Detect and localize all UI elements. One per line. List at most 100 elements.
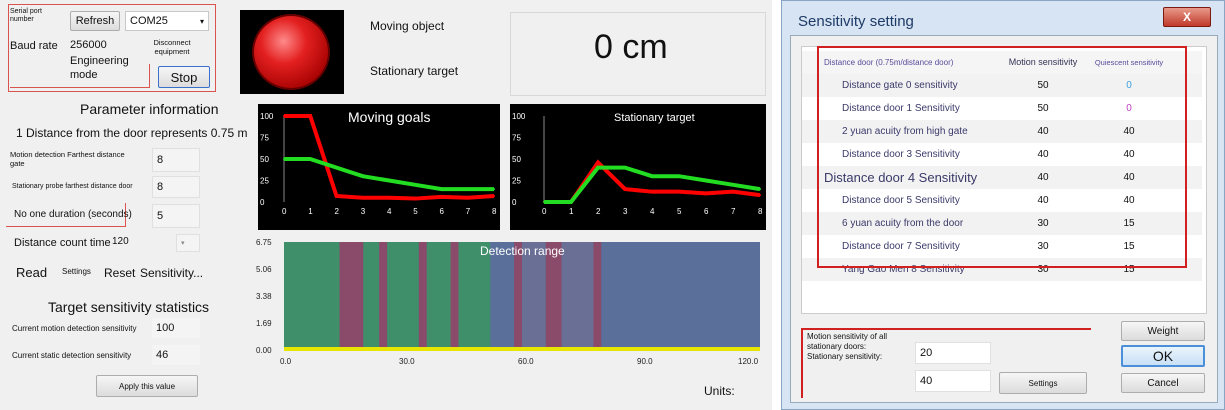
motion-sensitivity-cell[interactable]: 50: [1037, 102, 1049, 114]
quiescent-sensitivity-cell[interactable]: 15: [1123, 240, 1135, 252]
disconnect-button[interactable]: Disconnect equipment: [153, 38, 191, 56]
data-point: [309, 158, 312, 160]
table-row[interactable]: Distance door 4 Sensitivity 40 40: [802, 166, 1202, 189]
engineering-mode-outline: [10, 64, 150, 88]
detection-band: [426, 242, 451, 350]
dialog-settings-button[interactable]: Settings: [999, 372, 1087, 394]
data-point: [759, 188, 761, 191]
settings-button[interactable]: Settings: [62, 267, 91, 276]
data-point: [705, 192, 707, 195]
row-name: Distance gate 0 sensitivity: [842, 79, 958, 91]
x-tick-label: 7: [731, 207, 736, 216]
detection-band: [522, 242, 546, 350]
motion-sensitivity-cell[interactable]: 30: [1037, 240, 1049, 252]
apply-button[interactable]: Apply this value: [96, 375, 198, 397]
motion-sensitivity-cell[interactable]: 50: [1037, 79, 1049, 91]
sensitivity-button[interactable]: Sensitivity...: [140, 266, 204, 280]
ok-button[interactable]: OK: [1121, 345, 1205, 367]
table-row[interactable]: Distance door 1 Sensitivity 50 0: [802, 97, 1202, 120]
data-point: [335, 166, 338, 169]
table-row[interactable]: 6 yuan acuity from the door 30 15: [802, 212, 1202, 235]
motion-far-input[interactable]: 8: [152, 148, 200, 172]
quiescent-sensitivity-cell[interactable]: 40: [1123, 125, 1135, 137]
read-button[interactable]: Read: [16, 265, 48, 280]
table-row[interactable]: 2 yuan acuity from high gate 40 40: [802, 120, 1202, 143]
data-point: [705, 179, 707, 182]
x-tick-label: 0.0: [280, 357, 292, 366]
stop-button[interactable]: Stop: [158, 66, 210, 88]
data-point: [440, 188, 443, 191]
table-row[interactable]: Distance door 7 Sensitivity 30 15: [802, 235, 1202, 258]
quiescent-sensitivity-cell[interactable]: 0: [1126, 79, 1132, 91]
stats-title: Target sensitivity statistics: [48, 299, 210, 315]
baud-label: Baud rate: [10, 40, 58, 52]
data-point: [732, 190, 734, 193]
table-row[interactable]: Distance door 3 Sensitivity 40 40: [802, 143, 1202, 166]
quiescent-sensitivity-cell[interactable]: 40: [1123, 171, 1135, 183]
moving-goals-chart: Moving goals 0 25 50 75 100 0 1 2 3 4 5 6 7 8: [258, 104, 500, 230]
data-point: [678, 175, 680, 178]
no-one-outline: [6, 203, 126, 227]
x-tick-label: 1: [308, 207, 313, 216]
port-select[interactable]: COM25 ▾: [125, 11, 209, 31]
x-tick-label: 2: [335, 207, 340, 216]
motion-sensitivity-cell[interactable]: 40: [1037, 148, 1049, 160]
detection-band: [387, 242, 419, 350]
all-motion-input[interactable]: 20: [915, 342, 991, 364]
data-point: [651, 175, 653, 178]
data-point: [493, 194, 495, 197]
data-point: [361, 175, 364, 178]
motion-sensitivity-cell[interactable]: 40: [1037, 194, 1049, 206]
y-tick-label: 6.75: [256, 238, 272, 247]
dialog-title: Sensitivity setting: [798, 13, 914, 30]
distance-note: 1 Distance from the door represents 0.75…: [16, 126, 248, 140]
data-point: [283, 115, 285, 117]
row-name: Yang Gao Men 8 Sensitivity: [842, 263, 965, 275]
motion-sensitivity-cell[interactable]: 30: [1037, 217, 1049, 229]
quiescent-sensitivity-cell[interactable]: 40: [1123, 194, 1135, 206]
motion-sensitivity-cell[interactable]: 40: [1037, 125, 1049, 137]
motion-sensitivity-cell[interactable]: 30: [1037, 263, 1049, 275]
quiescent-sensitivity-cell[interactable]: 40: [1123, 148, 1135, 160]
table-highlight: [817, 46, 1187, 268]
col-header-quiescent: Quiescent sensitivity: [1094, 57, 1164, 67]
cancel-button[interactable]: Cancel: [1121, 373, 1205, 393]
reset-button[interactable]: Reset: [104, 266, 136, 280]
detection-band: [418, 242, 427, 350]
data-point: [543, 201, 545, 203]
table-row[interactable]: Distance door 5 Sensitivity 40 40: [802, 189, 1202, 212]
serial-port-label: Serial port number: [10, 8, 42, 23]
chevron-down-icon: ▾: [181, 240, 185, 247]
baud-value[interactable]: 256000: [70, 39, 107, 51]
row-name: Distance door 4 Sensitivity: [824, 169, 978, 185]
all-doors-highlight: [801, 328, 1091, 398]
data-point: [440, 195, 443, 198]
row-name: Distance door 1 Sensitivity: [842, 102, 960, 114]
quiescent-sensitivity-cell[interactable]: 0: [1126, 102, 1132, 114]
col-header-motion: Motion sensitivity: [1008, 57, 1078, 68]
x-tick-label: 3: [623, 207, 628, 216]
quiescent-sensitivity-cell[interactable]: 15: [1123, 217, 1135, 229]
quiescent-sensitivity-cell[interactable]: 15: [1123, 263, 1135, 275]
distance-count-select[interactable]: ▾: [176, 234, 200, 252]
static-sens-label: Current static detection sensitivity: [12, 351, 132, 360]
data-point: [466, 196, 469, 199]
x-tick-label: 8: [758, 207, 763, 216]
chart-title: Stationary target: [614, 112, 695, 124]
refresh-button[interactable]: Refresh: [70, 11, 120, 31]
status-light: [252, 14, 330, 90]
detection-band: [593, 242, 602, 350]
motion-sensitivity-cell[interactable]: 40: [1037, 171, 1049, 183]
weight-button[interactable]: Weight: [1121, 321, 1205, 341]
all-static-input[interactable]: 40: [915, 370, 991, 392]
distance-count-value[interactable]: 120: [112, 236, 129, 247]
close-button[interactable]: X: [1163, 7, 1211, 27]
detection-band: [561, 242, 594, 350]
y-tick-label: 25: [512, 177, 521, 186]
table-row[interactable]: Distance gate 0 sensitivity 50 0: [802, 74, 1202, 97]
stationary-far-input[interactable]: 8: [152, 176, 200, 198]
data-point: [414, 197, 417, 200]
no-one-input[interactable]: 5: [152, 204, 200, 228]
data-point: [624, 188, 626, 191]
table-row[interactable]: Yang Gao Men 8 Sensitivity 30 15: [802, 258, 1202, 281]
